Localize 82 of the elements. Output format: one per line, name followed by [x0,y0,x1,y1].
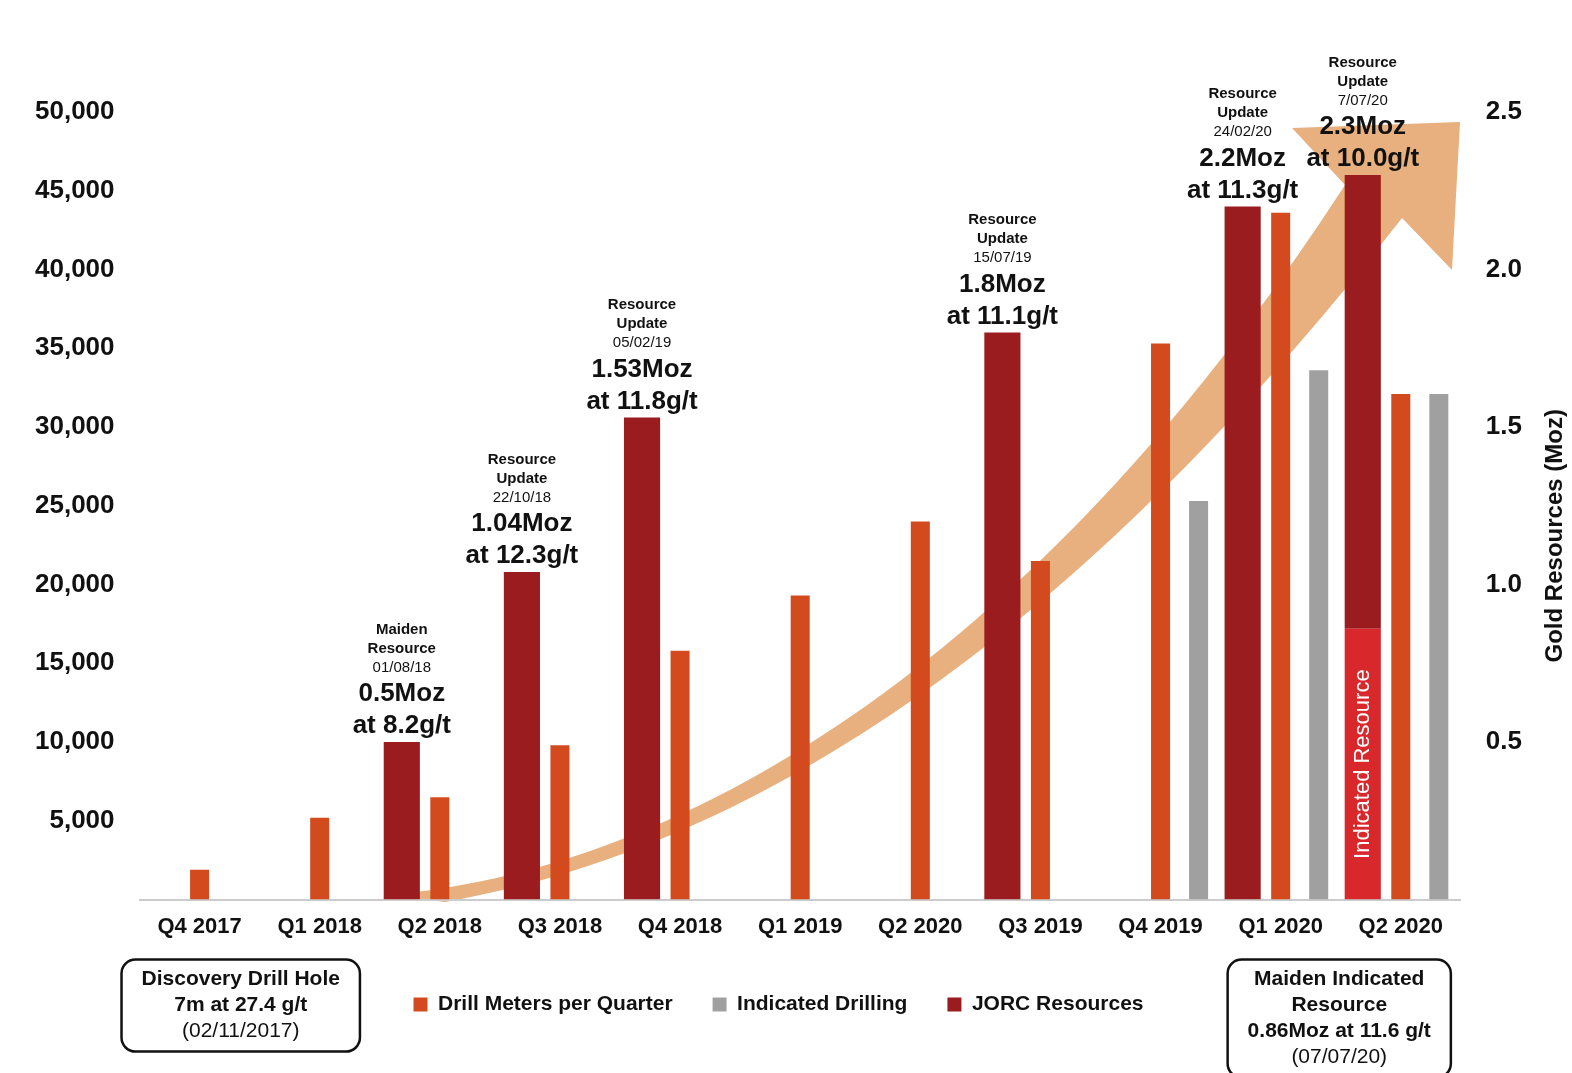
x-tick-label: Q2 2018 [397,912,483,938]
y-tick-label: 15,000 [34,646,115,677]
series-label: Indicated Resource [1348,669,1374,859]
bar [550,745,570,900]
x-tick-label: Q4 2017 [157,912,242,938]
bar [1271,212,1291,900]
bar [1189,501,1209,900]
annotation: Resource [487,449,557,467]
annotation: Update [1217,103,1269,121]
x-tick-label: Q3 2018 [517,912,603,938]
bar [670,650,690,900]
bar [1309,370,1329,900]
y-tick-label: 10,000 [34,725,115,756]
legend-label: JORC Resources [971,991,1144,1015]
y-tick-label: 25,000 [34,488,115,519]
bar [430,797,450,900]
annotation: Resource [968,210,1037,228]
bar [1429,393,1449,900]
bar [1391,393,1411,900]
x-tick-label: Q1 2018 [277,912,362,938]
legend-label: Indicated Drilling [737,991,908,1015]
text: 7/07/20 [1337,90,1388,108]
y2-axis-title: Gold Resources (Moz) [1539,409,1567,663]
y-tick-label: 30,000 [34,410,115,441]
annotation: 05/02/19 [612,333,672,351]
bar [503,571,540,900]
y-tick-label: 45,000 [34,173,115,204]
annotation: 1.8Moz [959,267,1046,298]
bar [190,869,210,900]
annotation: at 11.3g/t [1187,173,1299,204]
x-tick-label: Q4 2019 [1118,912,1203,938]
x-tick-label: Q2 2020 [878,912,963,938]
x-tick-label: Q1 2019 [757,912,843,938]
bar [910,521,930,900]
x-tick-label: Q4 2018 [637,912,723,938]
annotation: at 12.3g/t [465,539,579,570]
annotation: at 10.0g/t [1306,142,1420,173]
y2-tick-label: 2.0 [1485,252,1523,283]
y-tick-label: 50,000 [34,95,115,126]
bar [383,742,420,900]
annotation: 24/02/20 [1213,122,1272,140]
y2-tick-label: 0.5 [1485,725,1523,756]
bar [790,595,810,900]
bar [1030,560,1050,900]
bar [1344,175,1381,629]
annotation: 22/10/18 [492,487,552,505]
annotation: Maiden [375,619,428,637]
y-tick-label: 40,000 [34,252,115,283]
y2-tick-label: 2.5 [1485,95,1523,126]
x-tick-label: Q3 2019 [998,912,1083,938]
annotation: Update [496,468,548,486]
annotation: Update [976,229,1028,247]
annotation: Resource [607,295,677,313]
legend-label: Drill Meters per Quarter [438,991,673,1015]
bar [1224,206,1261,900]
annotation: 1.53Moz [591,352,693,383]
bar [310,817,330,900]
annotation: 15/07/19 [973,248,1032,266]
x-tick-label: Q1 2020 [1238,912,1323,938]
y-tick-label: 35,000 [34,331,115,362]
annotation: 01/08/18 [372,657,431,675]
text: Update [1337,71,1389,89]
x-tick-label: Q2 2020 [1358,912,1443,938]
bar [1151,343,1171,900]
y2-tick-label: 1.0 [1485,567,1523,598]
text: Resource [1328,52,1397,70]
text: Resource [1208,84,1277,102]
y-tick-label: 20,000 [34,567,115,598]
annotation: Update [616,314,668,332]
text: Discovery Drill Hole 7m at 27.4 g/t (02/11/2017) [141,966,340,1042]
bar [623,417,661,900]
annotation: at 8.2g/t [352,709,452,740]
annotation: 1.04Moz [471,507,573,538]
annotation: at 11.1g/t [946,299,1059,330]
text: Maiden Indicated Resource 0.86Moz at 11.6 g/t (07/07/20) [1247,966,1431,1068]
y-tick-label: 5,000 [49,804,115,835]
annotation: Resource [367,638,436,656]
annotation: 2.2Moz [1199,141,1286,172]
y2-tick-label: 1.5 [1485,410,1523,441]
bar [984,332,1021,900]
annotation: 0.5Moz [358,677,446,708]
annotation: at 11.8g/t [586,384,699,415]
